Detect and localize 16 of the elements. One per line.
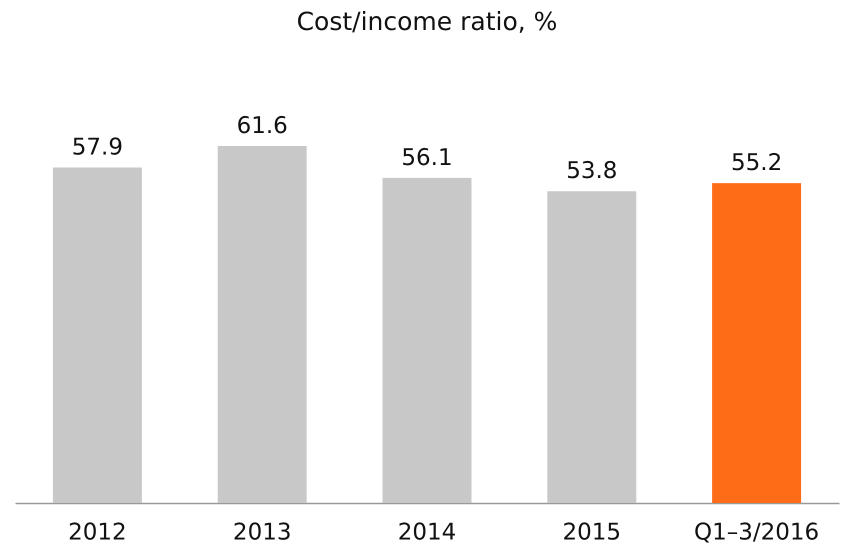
bar bbox=[382, 178, 472, 503]
data-label: 53.8 bbox=[566, 158, 618, 184]
x-tick-label: 2013 bbox=[232, 520, 292, 546]
data-label: 56.1 bbox=[401, 144, 453, 171]
x-tick-label: 2014 bbox=[398, 520, 456, 546]
bar bbox=[712, 183, 802, 503]
x-tick-label: 2012 bbox=[68, 520, 127, 546]
data-label: 61.6 bbox=[236, 113, 288, 139]
x-tick-label: Q1–3/2016 bbox=[694, 520, 820, 546]
bar bbox=[218, 146, 307, 503]
bar bbox=[547, 191, 636, 503]
data-label: 57.9 bbox=[72, 134, 124, 160]
bar bbox=[52, 167, 142, 503]
x-tick-label: 2015 bbox=[562, 520, 622, 546]
data-label: 55.2 bbox=[730, 150, 782, 176]
chart-title: Cost/income ratio, % bbox=[296, 7, 558, 36]
